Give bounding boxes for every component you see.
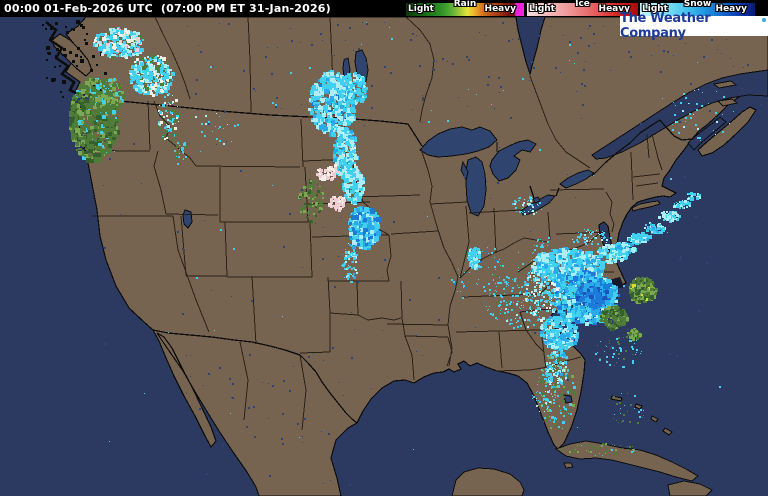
weather-company-logo: The Weather Company [620,11,768,41]
timestamp: 00:00 01-Feb-2026 UTC (07:00 PM ET 31-Ja… [4,2,331,15]
nova-scotia [697,106,757,157]
legend-snow-title: Snow [683,0,712,9]
country-borders [96,98,693,424]
north-america-landmass [61,16,768,496]
bay-of-fundy [687,116,727,151]
lake-okeechobee [563,394,573,404]
legend-snow-heavy-label: Heavy [715,4,747,14]
legend-ice-heavy-label: Heavy [598,4,630,14]
state-borders [79,16,663,431]
lake-st-clair [532,196,541,204]
green-bay [460,160,469,182]
anticosti-island [712,80,738,89]
great-lakes [182,49,595,404]
long-island [631,200,661,212]
legend-rain-heavy-label: Heavy [484,4,516,14]
legend-snow: Snow Light Heavy [640,0,755,16]
radar-precipitation-layer [42,20,762,486]
legend-ice-light-label: Light [529,4,555,14]
legend-rain: Rain Light Heavy [406,0,524,16]
weather-company-logo-text: The Weather Company [620,11,711,41]
isle-of-youth [563,462,574,469]
legend-ice: Ice Light Heavy [527,0,638,16]
lake-michigan [465,156,487,217]
hispaniola [667,480,713,496]
lake-huron [489,139,537,182]
legend-ice-title: Ice [575,0,590,9]
yucatan-peninsula [451,467,525,496]
brand-dot-icon [762,18,766,22]
status-bar: 00:00 01-Feb-2026 UTC (07:00 PM ET 31-Ja… [0,0,768,17]
legend-rain-title: Rain [453,0,477,9]
lake-superior [419,126,498,158]
lake-ontario [559,169,595,189]
legend-snow-light-label: Light [642,4,668,14]
prince-edward-island [716,98,739,107]
legend-rain-light-label: Light [408,4,434,14]
